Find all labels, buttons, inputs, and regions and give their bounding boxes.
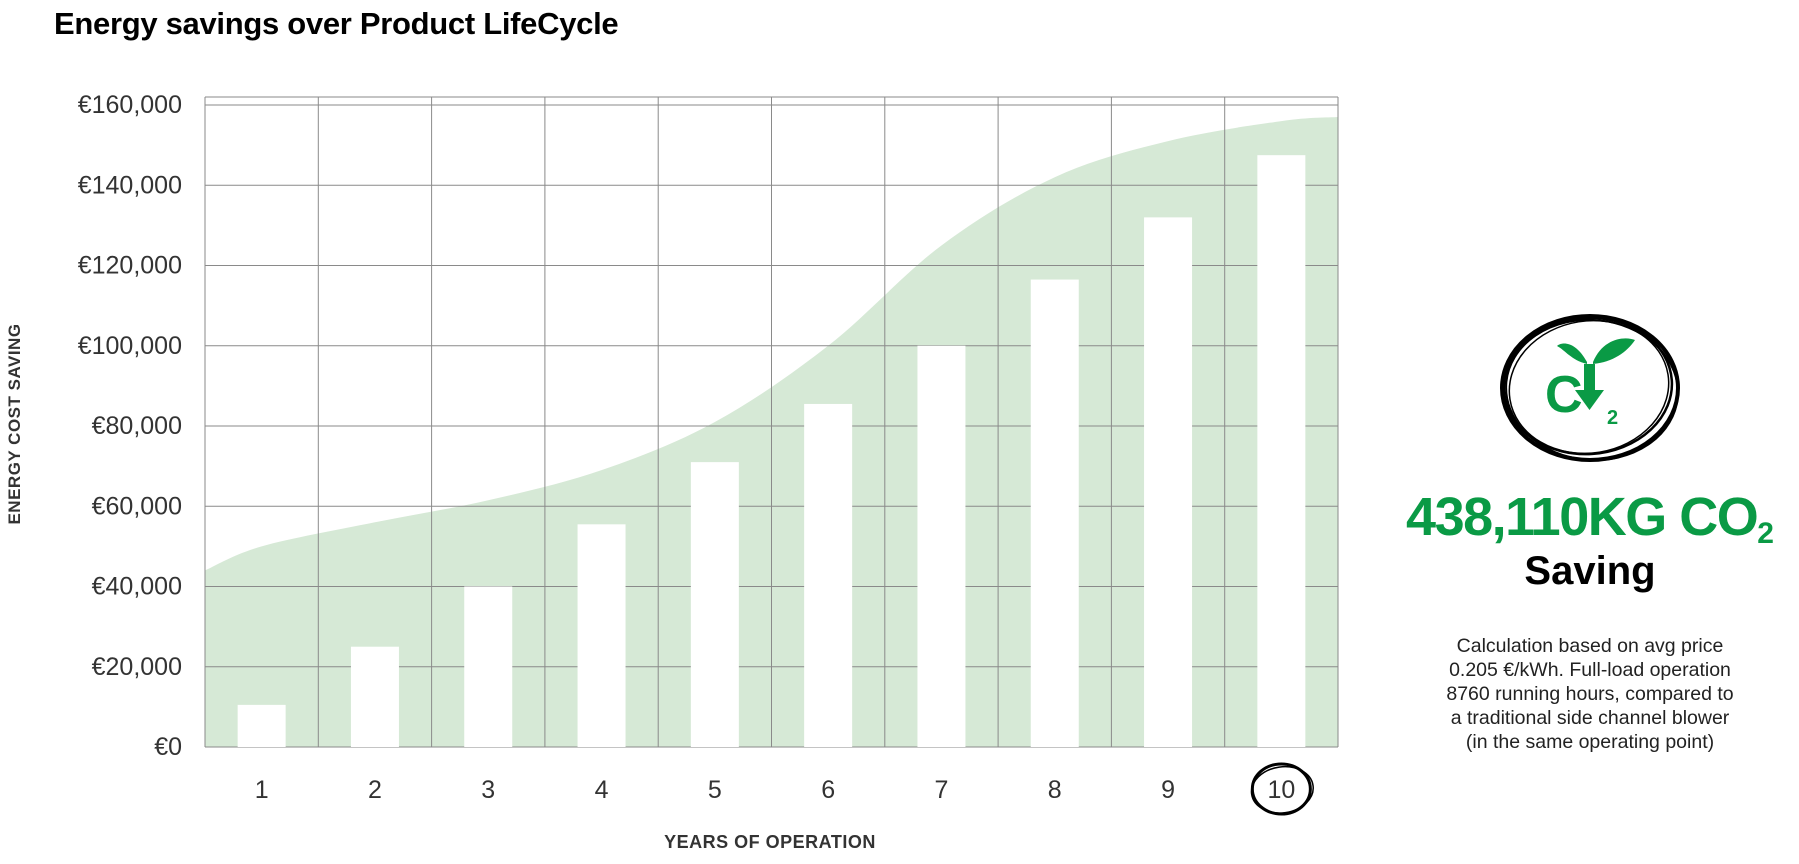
y-tick-label: €60,000 xyxy=(92,492,182,520)
saving-label: Saving xyxy=(1524,549,1656,593)
y-tick-label: €140,000 xyxy=(78,171,182,199)
co2-value-text: 438,110KG CO xyxy=(1406,487,1759,547)
co2-saving-value: 438,110KG CO2 xyxy=(1390,490,1790,549)
x-tick-label: 7 xyxy=(934,776,948,804)
y-tick-labels: €0 €20,000 €40,000 €60,000 €80,000 €100,000 €1… xyxy=(78,91,182,761)
x-tick-label: 1 xyxy=(255,776,269,804)
y-axis-label-group: ENERGY COST SAVING xyxy=(5,323,24,524)
y-tick-label: €120,000 xyxy=(78,252,182,280)
co2-subscript: 2 xyxy=(1757,517,1774,550)
x-tick-label: 9 xyxy=(1161,776,1175,804)
bar-year-9 xyxy=(1144,217,1193,748)
calculation-note-line: a traditional side channel blower xyxy=(1450,707,1730,729)
bar-year-7 xyxy=(917,345,966,747)
calculation-note-line: (in the same operating point) xyxy=(1465,731,1715,753)
y-tick-label: €20,000 xyxy=(92,653,182,681)
co2-summary-panel: C 2 438,110KG CO2 Saving Calculation bas… xyxy=(1390,300,1790,754)
x-tick-label: 8 xyxy=(1048,776,1062,804)
bar-year-3 xyxy=(464,586,513,747)
bar-year-2 xyxy=(350,646,399,747)
x-tick-label: 2 xyxy=(368,776,382,804)
y-tick-label: €80,000 xyxy=(92,412,182,440)
x-tick-label: 4 xyxy=(595,776,609,804)
bar-year-1 xyxy=(237,704,286,747)
highlight-circle-stroke xyxy=(1250,765,1314,814)
x-tick-label: 5 xyxy=(708,776,722,804)
x-axis-label: YEARS OF OPERATION xyxy=(664,832,876,852)
bar-year-4 xyxy=(577,524,626,747)
bar-year-8 xyxy=(1030,279,1079,747)
calculation-note-line: 0.205 €/kWh. Full-load operation xyxy=(1449,659,1731,681)
y-tick-label: €100,000 xyxy=(78,332,182,360)
x-tick-label: 6 xyxy=(821,776,835,804)
bar-year-5 xyxy=(690,462,739,747)
calculation-note-line: 8760 running hours, compared to xyxy=(1446,683,1734,705)
x-tick-labels: 1 2 3 4 5 6 7 8 9 10 xyxy=(255,762,1314,816)
calculation-note: Calculation based on avg price 0.205 €/k… xyxy=(1400,634,1780,754)
y-axis-label: ENERGY COST SAVING xyxy=(5,323,24,524)
page-title: Energy savings over Product LifeCycle xyxy=(54,6,619,41)
co2-reduction-icon: C 2 xyxy=(1495,300,1685,470)
x-tick-label: 10 xyxy=(1267,776,1295,804)
energy-savings-chart: ENERGY COST SAVING €0 €20,000 €40,000 €60,0… xyxy=(5,91,1339,852)
calculation-note-line: Calculation based on avg price xyxy=(1456,635,1724,657)
y-tick-label: €40,000 xyxy=(92,573,182,601)
svg-text:2: 2 xyxy=(1607,407,1618,429)
bar-year-10 xyxy=(1257,155,1306,747)
x-tick-label: 3 xyxy=(481,776,495,804)
y-tick-label: €160,000 xyxy=(78,91,182,119)
bar-year-6 xyxy=(804,403,853,747)
y-tick-label: €0 xyxy=(154,733,182,761)
svg-text:C: C xyxy=(1545,366,1583,424)
bar-layer xyxy=(237,155,1306,748)
